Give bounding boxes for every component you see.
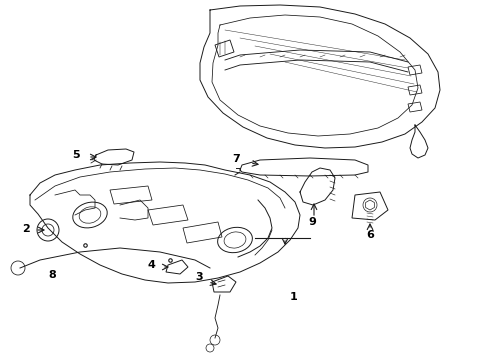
Text: 7: 7: [231, 154, 239, 164]
Text: 8: 8: [48, 270, 56, 280]
Text: 6: 6: [365, 230, 373, 240]
Text: 1: 1: [289, 292, 297, 302]
Text: 3: 3: [195, 272, 202, 282]
Text: 4: 4: [148, 260, 156, 270]
Text: 9: 9: [307, 217, 315, 227]
Text: 2: 2: [22, 224, 30, 234]
Text: 5: 5: [72, 150, 80, 160]
